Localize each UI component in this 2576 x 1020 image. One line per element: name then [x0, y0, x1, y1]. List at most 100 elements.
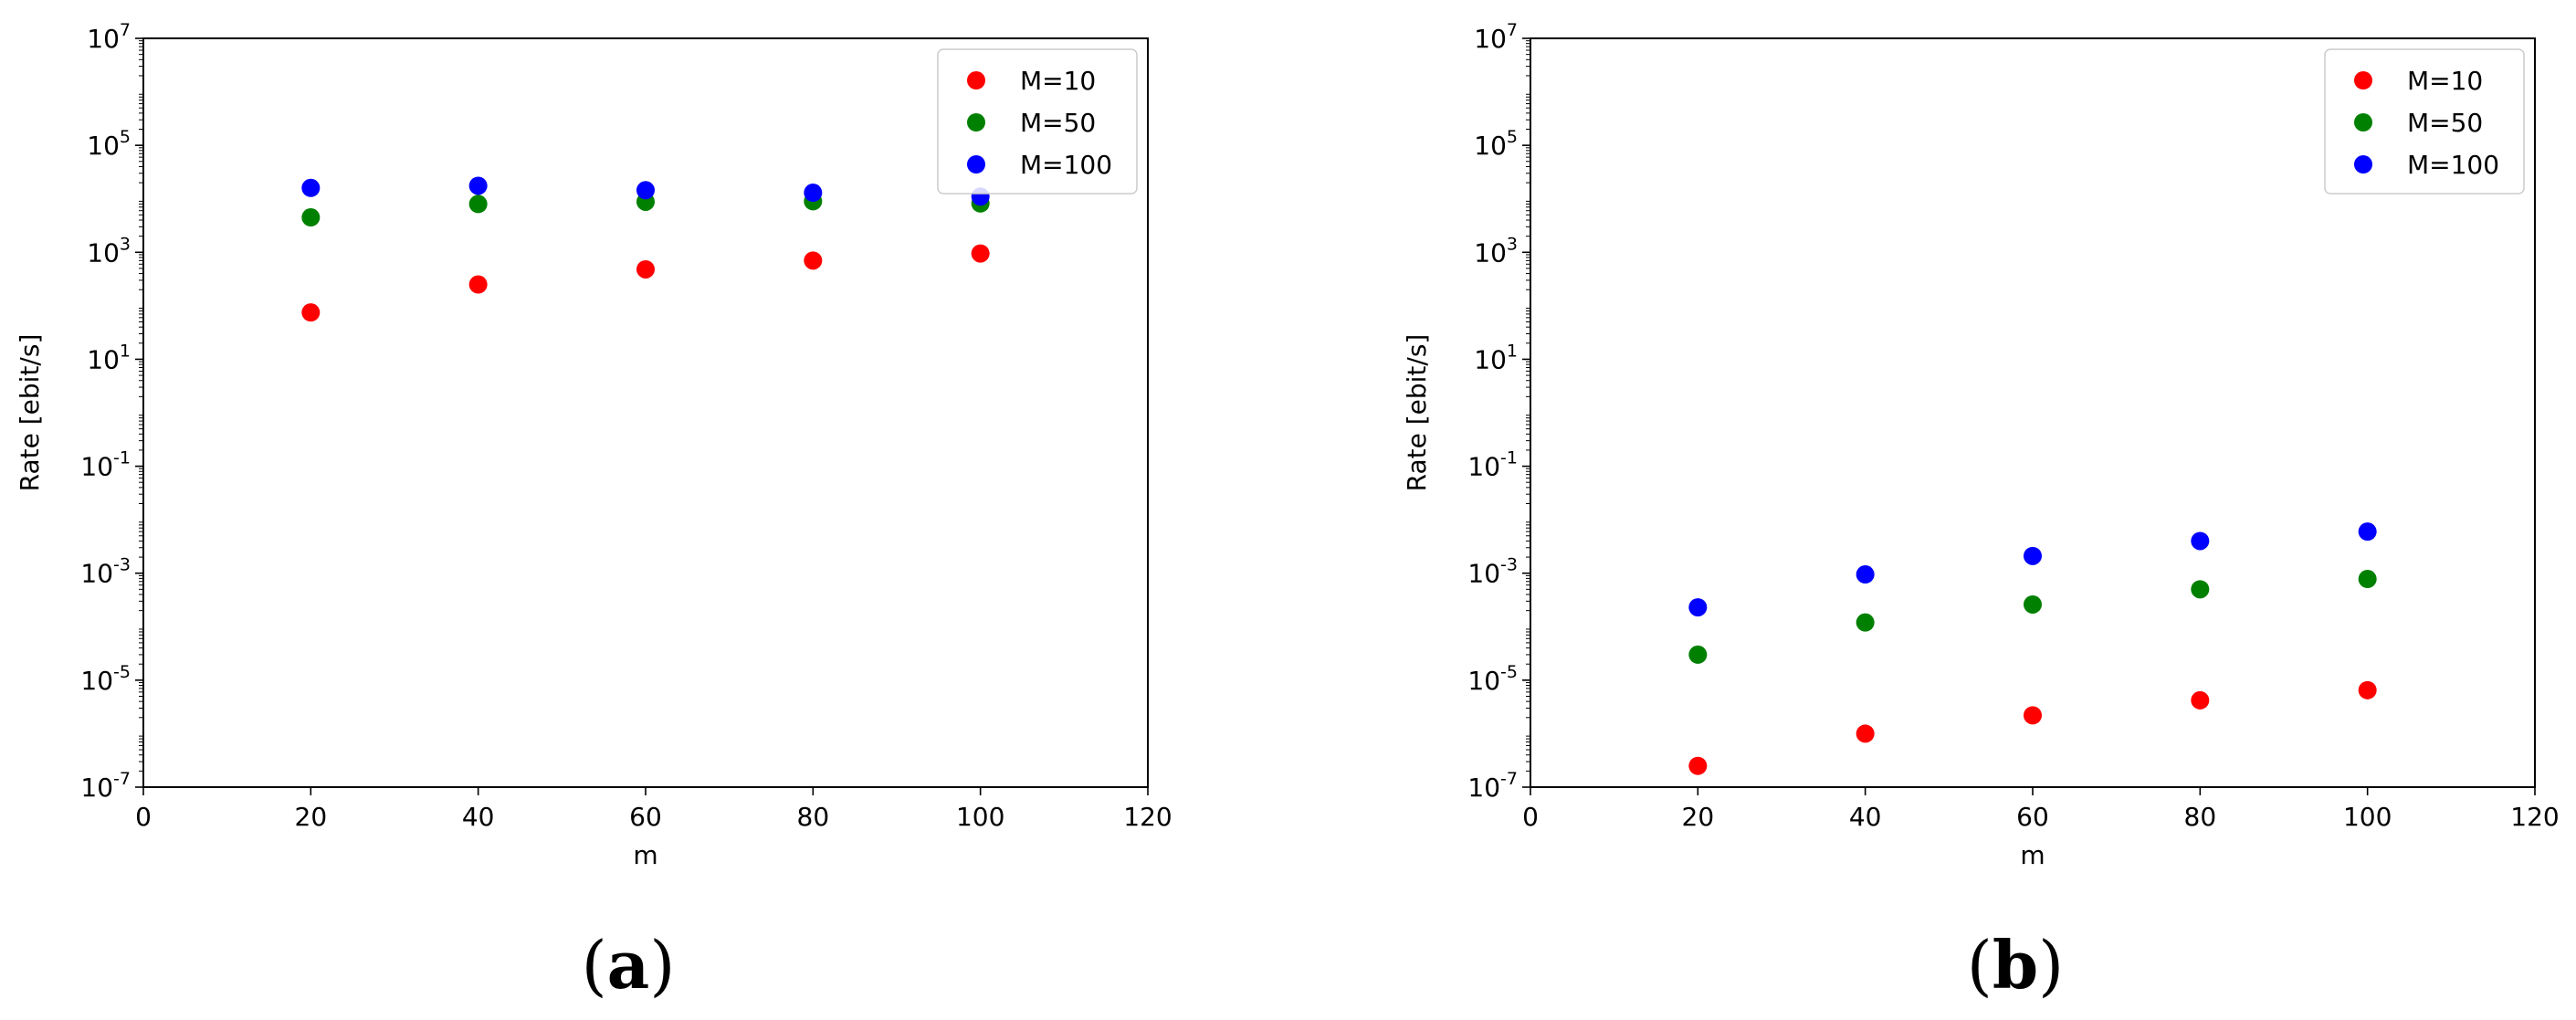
x-tick-label: 20 [295, 802, 328, 832]
y-tick-exponent: -1 [1500, 448, 1518, 468]
legend-box [2324, 48, 2525, 195]
legend-label: M=100 [2407, 150, 2499, 180]
y-tick-label: 10-3 [1467, 555, 1518, 589]
data-point [468, 176, 488, 195]
x-tick-label: 120 [2510, 802, 2559, 832]
legend-label: M=50 [1020, 108, 1096, 138]
x-tick-label: 0 [1522, 802, 1539, 832]
y-tick-base: 10 [1474, 237, 1507, 268]
y-tick-label: 10-1 [80, 448, 131, 482]
y-tick-label: 101 [87, 341, 131, 374]
y-tick-base: 10 [1467, 559, 1500, 589]
y-tick-exponent: 5 [120, 127, 131, 147]
y-tick-base: 10 [1474, 344, 1507, 374]
y-tick-base: 10 [87, 24, 120, 54]
x-tick-label: 80 [2184, 802, 2217, 832]
y-tick-base: 10 [80, 773, 113, 803]
x-tick-label: 80 [797, 802, 830, 832]
x-tick-label: 40 [1849, 802, 1882, 832]
x-tick-label: 100 [2343, 802, 2392, 832]
data-point [468, 275, 488, 294]
y-tick-base: 10 [87, 131, 120, 161]
y-tick-exponent: -7 [1500, 769, 1518, 789]
y-tick-exponent: -3 [1500, 555, 1518, 575]
series-M=10 [301, 244, 990, 322]
legend-label: M=100 [1020, 150, 1112, 180]
data-point [1856, 565, 1875, 584]
y-tick-label: 105 [1474, 127, 1518, 161]
y-tick-label: 10-5 [80, 662, 131, 696]
y-tick-label: 105 [87, 127, 131, 161]
y-tick-base: 10 [1474, 131, 1507, 161]
y-tick-label: 10-5 [1467, 662, 1518, 696]
legend-marker [967, 113, 985, 131]
y-tick-exponent: -3 [113, 555, 131, 575]
series-M=10 [1688, 680, 2377, 775]
x-tick-label: 60 [629, 802, 662, 832]
y-tick-base: 10 [1467, 452, 1500, 482]
data-point [301, 178, 321, 197]
y-tick-label: 107 [87, 20, 131, 54]
x-tick-label: 40 [462, 802, 495, 832]
y-tick-exponent: -1 [113, 448, 131, 468]
legend-marker [2354, 113, 2372, 131]
data-point [2024, 594, 2042, 614]
y-tick-exponent: 7 [120, 20, 131, 40]
panel-caption: (b) [1967, 926, 2065, 1004]
data-point [1688, 645, 1708, 664]
x-tick-label: 60 [2016, 802, 2049, 832]
x-tick-label: 120 [1123, 802, 1172, 832]
y-tick-base: 10 [80, 452, 113, 482]
y-tick-exponent: 1 [1507, 341, 1518, 361]
data-point [2024, 706, 2042, 725]
data-point [301, 303, 321, 322]
data-point [636, 259, 655, 279]
legend-marker [2354, 155, 2372, 174]
y-tick-label: 10-3 [80, 555, 131, 589]
y-tick-label: 107 [1474, 20, 1518, 54]
panel-caption-letter: a [607, 926, 650, 1004]
y-tick-exponent: -5 [113, 662, 131, 682]
y-tick-base: 10 [1474, 24, 1507, 54]
x-tick-label: 20 [1682, 802, 1715, 832]
data-point [1688, 598, 1708, 617]
chart-panel-b: 0 20 40 60 80 100 12010710510310110-110-310-51… [1402, 20, 2560, 1004]
data-point [971, 244, 990, 263]
series-M=100 [301, 176, 990, 206]
legend-marker [2354, 71, 2372, 89]
y-tick-label: 103 [87, 234, 131, 268]
data-point [2191, 580, 2210, 599]
y-tick-label: 10-7 [1467, 769, 1518, 803]
series-M=100 [1688, 522, 2377, 617]
y-tick-base: 10 [80, 666, 113, 696]
legend-label: M=50 [2407, 108, 2483, 138]
y-tick-label: 10-1 [1467, 448, 1518, 482]
legend-marker [967, 155, 985, 174]
legend-label: M=10 [2407, 66, 2483, 96]
x-tick-label: 0 [135, 802, 152, 832]
data-point [1856, 724, 1875, 743]
data-point [1688, 756, 1708, 775]
y-tick-base: 10 [1467, 773, 1500, 803]
data-point [301, 208, 321, 227]
data-point [2358, 570, 2377, 589]
y-tick-exponent: 3 [1507, 234, 1518, 254]
data-point [2358, 522, 2377, 542]
data-point [2191, 531, 2210, 551]
y-tick-exponent: -7 [113, 769, 131, 789]
legend: M=10 M=50 M=100 [2324, 48, 2525, 195]
data-point [468, 195, 488, 214]
data-point [2191, 690, 2210, 710]
data-point [2358, 680, 2377, 699]
y-axis-label: Rate [ebit/s] [15, 334, 45, 492]
y-tick-label: 10-7 [80, 769, 131, 803]
data-point [804, 251, 823, 270]
legend-label: M=10 [1020, 66, 1096, 96]
y-tick-exponent: 1 [120, 341, 131, 361]
y-tick-base: 10 [87, 237, 120, 268]
panel-caption-letter: b [1992, 926, 2038, 1004]
y-tick-base: 10 [87, 344, 120, 374]
legend-marker [967, 71, 985, 89]
legend: M=10 M=50 M=100 [937, 48, 1138, 195]
